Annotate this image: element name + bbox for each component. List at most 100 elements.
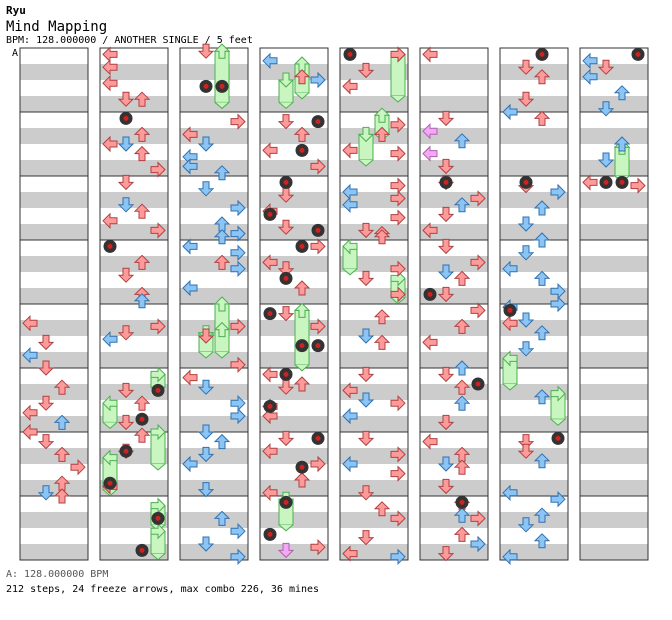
step-arrow	[53, 414, 71, 430]
mine-core	[123, 115, 129, 121]
freeze-tail	[278, 102, 294, 110]
step-arrow	[197, 181, 215, 197]
step-arrow	[342, 196, 358, 214]
step-arrow	[117, 267, 135, 283]
step-arrow	[53, 379, 71, 395]
step-arrow	[310, 455, 326, 473]
step-arrow	[422, 145, 438, 162]
step-arrow	[533, 270, 551, 286]
beat-stripe	[420, 416, 488, 432]
beat-stripe	[20, 160, 88, 176]
beat-stripe	[100, 352, 168, 368]
beat-stripe	[580, 288, 648, 304]
bpm-legend: A: 128.000000 BPM	[6, 569, 109, 580]
step-arrow	[533, 507, 551, 523]
step-arrow	[550, 295, 566, 313]
step-arrow	[262, 366, 278, 383]
chart-stats: 212 steps, 24 freeze arrows, max combo 2…	[6, 584, 320, 595]
chart-column	[339, 46, 409, 565]
beat-stripe	[260, 64, 328, 80]
beat-stripe	[100, 288, 168, 304]
step-arrow	[533, 389, 551, 405]
beat-stripe	[340, 160, 408, 176]
step-arrow	[342, 142, 358, 159]
beat-stripe	[580, 128, 648, 144]
step-arrow	[182, 369, 198, 386]
freeze-tail	[150, 553, 166, 561]
mine-core	[299, 343, 305, 349]
step-arrow	[470, 302, 486, 319]
freeze-tail	[342, 268, 358, 276]
step-arrow	[517, 517, 535, 533]
step-arrow	[390, 177, 406, 194]
beat-stripe	[340, 320, 408, 336]
mine-core	[315, 119, 321, 125]
mine-core	[267, 531, 273, 537]
mine-core	[635, 51, 641, 57]
beat-stripe	[340, 96, 408, 112]
step-chart	[19, 43, 649, 565]
step-arrow	[422, 433, 438, 450]
mine-core	[603, 179, 609, 185]
step-arrow	[310, 158, 326, 175]
beat-stripe	[260, 512, 328, 528]
freeze-head	[150, 423, 166, 441]
step-arrow	[182, 158, 198, 175]
beat-stripe	[580, 352, 648, 368]
mine-core	[475, 381, 481, 387]
beat-stripe	[420, 96, 488, 112]
beat-stripe	[500, 64, 568, 80]
beat-stripe	[580, 512, 648, 528]
beat-stripe	[500, 224, 568, 240]
freeze-tail	[294, 92, 310, 100]
step-arrow	[293, 376, 311, 392]
step-arrow	[390, 190, 406, 207]
beat-stripe	[100, 256, 168, 272]
chart-column	[259, 47, 329, 561]
beat-stripe	[500, 128, 568, 144]
step-arrow	[102, 212, 118, 230]
step-arrow	[293, 126, 311, 142]
chart-column	[499, 47, 569, 565]
step-arrow	[582, 174, 598, 191]
step-arrow	[517, 312, 535, 328]
step-arrow	[213, 433, 231, 450]
beat-stripe	[260, 384, 328, 400]
step-arrow	[262, 142, 278, 159]
beat-stripe	[580, 224, 648, 240]
step-arrow	[37, 485, 55, 501]
step-arrow	[22, 346, 38, 364]
mine-core	[523, 179, 529, 185]
beat-stripe	[20, 448, 88, 464]
step-arrow	[390, 145, 406, 162]
step-arrow	[453, 133, 471, 149]
beat-stripe	[20, 544, 88, 560]
step-arrow	[117, 382, 135, 399]
step-arrow	[373, 229, 391, 245]
step-arrow	[422, 222, 438, 239]
step-arrow	[102, 330, 118, 348]
step-arrow	[390, 260, 406, 278]
beat-stripe	[180, 480, 248, 496]
step-arrow	[502, 103, 518, 121]
mine-core	[219, 83, 225, 89]
beat-stripe	[20, 256, 88, 272]
mine-core	[507, 307, 513, 313]
step-arrow	[277, 219, 295, 235]
beat-stripe	[580, 192, 648, 208]
step-arrow	[453, 318, 471, 334]
mine-core	[155, 515, 161, 521]
step-arrow	[133, 91, 151, 107]
beat-stripe	[500, 448, 568, 464]
step-arrow	[213, 254, 231, 270]
beat-stripe	[180, 416, 248, 432]
step-arrow	[597, 152, 615, 168]
beat-stripe	[420, 480, 488, 496]
step-arrow	[102, 135, 118, 153]
step-arrow	[470, 254, 486, 271]
mine-core	[283, 179, 289, 185]
mine-core	[299, 243, 305, 249]
step-arrow	[470, 190, 486, 207]
step-arrow	[502, 548, 518, 565]
step-arrow	[293, 69, 311, 85]
